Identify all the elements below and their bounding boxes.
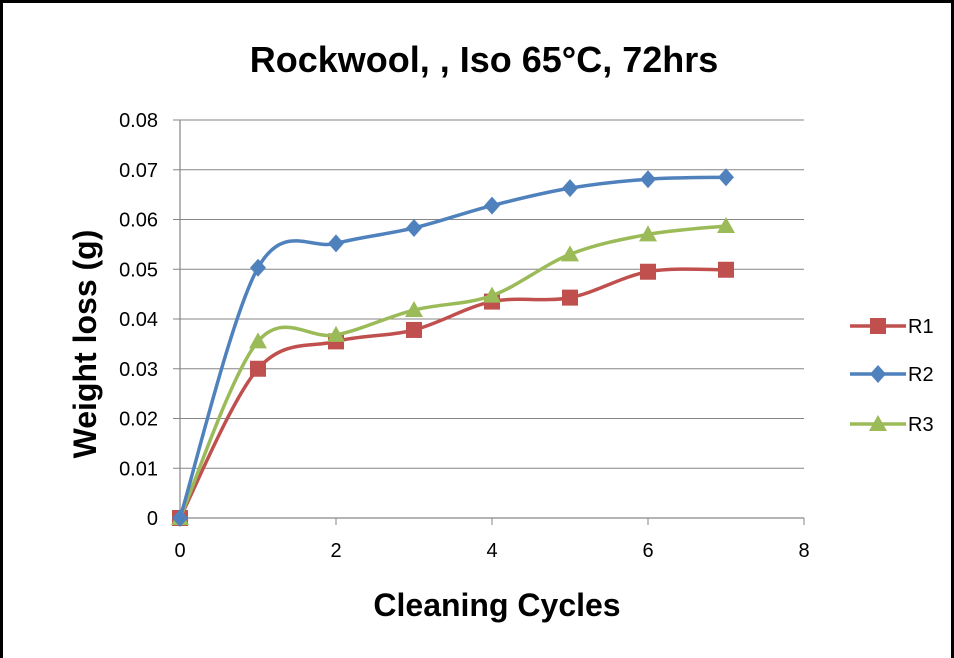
data-point	[250, 360, 266, 377]
x-tick-label: 2	[330, 540, 341, 562]
series-r2	[172, 168, 734, 527]
y-tick-label: 0.07	[119, 160, 158, 182]
legend-label: R3	[908, 414, 934, 436]
data-point	[640, 263, 656, 280]
data-point	[561, 245, 579, 262]
data-point	[406, 218, 422, 237]
data-point	[328, 234, 344, 253]
data-point	[562, 179, 578, 198]
legend: R1 R2 R3	[850, 316, 934, 436]
legend-item-r3: R3	[850, 414, 934, 436]
y-tick-label: 0.05	[119, 259, 158, 281]
data-point	[640, 170, 656, 189]
x-tick-label: 0	[174, 540, 185, 562]
legend-label: R1	[908, 316, 934, 338]
data-point	[718, 168, 734, 187]
x-tick-label: 4	[486, 540, 497, 562]
y-tick-label: 0.01	[119, 458, 158, 480]
data-point	[562, 289, 578, 306]
data-point	[405, 301, 423, 318]
data-point	[406, 321, 422, 338]
y-tick-label: 0.04	[119, 309, 158, 331]
y-axis-title: Weight loss (g)	[67, 230, 103, 459]
legend-marker	[870, 365, 886, 383]
legend-label: R2	[908, 364, 934, 386]
x-axis-title: Cleaning Cycles	[373, 587, 620, 623]
y-tick-label: 0.03	[119, 359, 158, 381]
data-point	[718, 261, 734, 278]
data-point	[717, 216, 735, 233]
gridlines	[180, 119, 804, 469]
series-layer	[171, 168, 735, 527]
data-point	[484, 196, 500, 215]
chart-title: Rockwool, , Iso 65°C, 72hrs	[250, 39, 719, 80]
y-tick-label: 0.02	[119, 409, 158, 431]
series-r1	[172, 261, 734, 526]
legend-marker	[870, 318, 886, 334]
data-point	[327, 325, 345, 342]
y-tick-label: 0.06	[119, 210, 158, 232]
axes: 0 0.01 0.02 0.03 0.04 0.05 0.06 0.07 0.08 0 2 4 6 8	[119, 110, 810, 562]
x-tick-label: 6	[642, 540, 653, 562]
y-tick-label: 0.08	[119, 110, 158, 132]
data-point	[250, 258, 266, 277]
series-line	[178, 267, 727, 519]
x-tick-label: 8	[798, 540, 809, 562]
data-point	[249, 332, 267, 349]
data-point	[483, 286, 501, 303]
y-tick-label: 0	[147, 508, 158, 530]
legend-item-r1: R1	[850, 316, 934, 338]
data-point	[172, 509, 188, 527]
data-point	[639, 225, 657, 242]
legend-marker	[869, 415, 887, 431]
legend-item-r2: R2	[850, 364, 934, 386]
